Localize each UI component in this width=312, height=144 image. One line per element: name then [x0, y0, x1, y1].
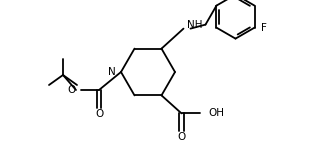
Text: F: F — [261, 23, 266, 33]
Text: OH: OH — [208, 108, 225, 118]
Text: O: O — [68, 85, 76, 95]
Text: O: O — [178, 132, 186, 142]
Text: N: N — [108, 67, 116, 77]
Text: O: O — [95, 109, 103, 119]
Text: NH: NH — [187, 20, 202, 30]
